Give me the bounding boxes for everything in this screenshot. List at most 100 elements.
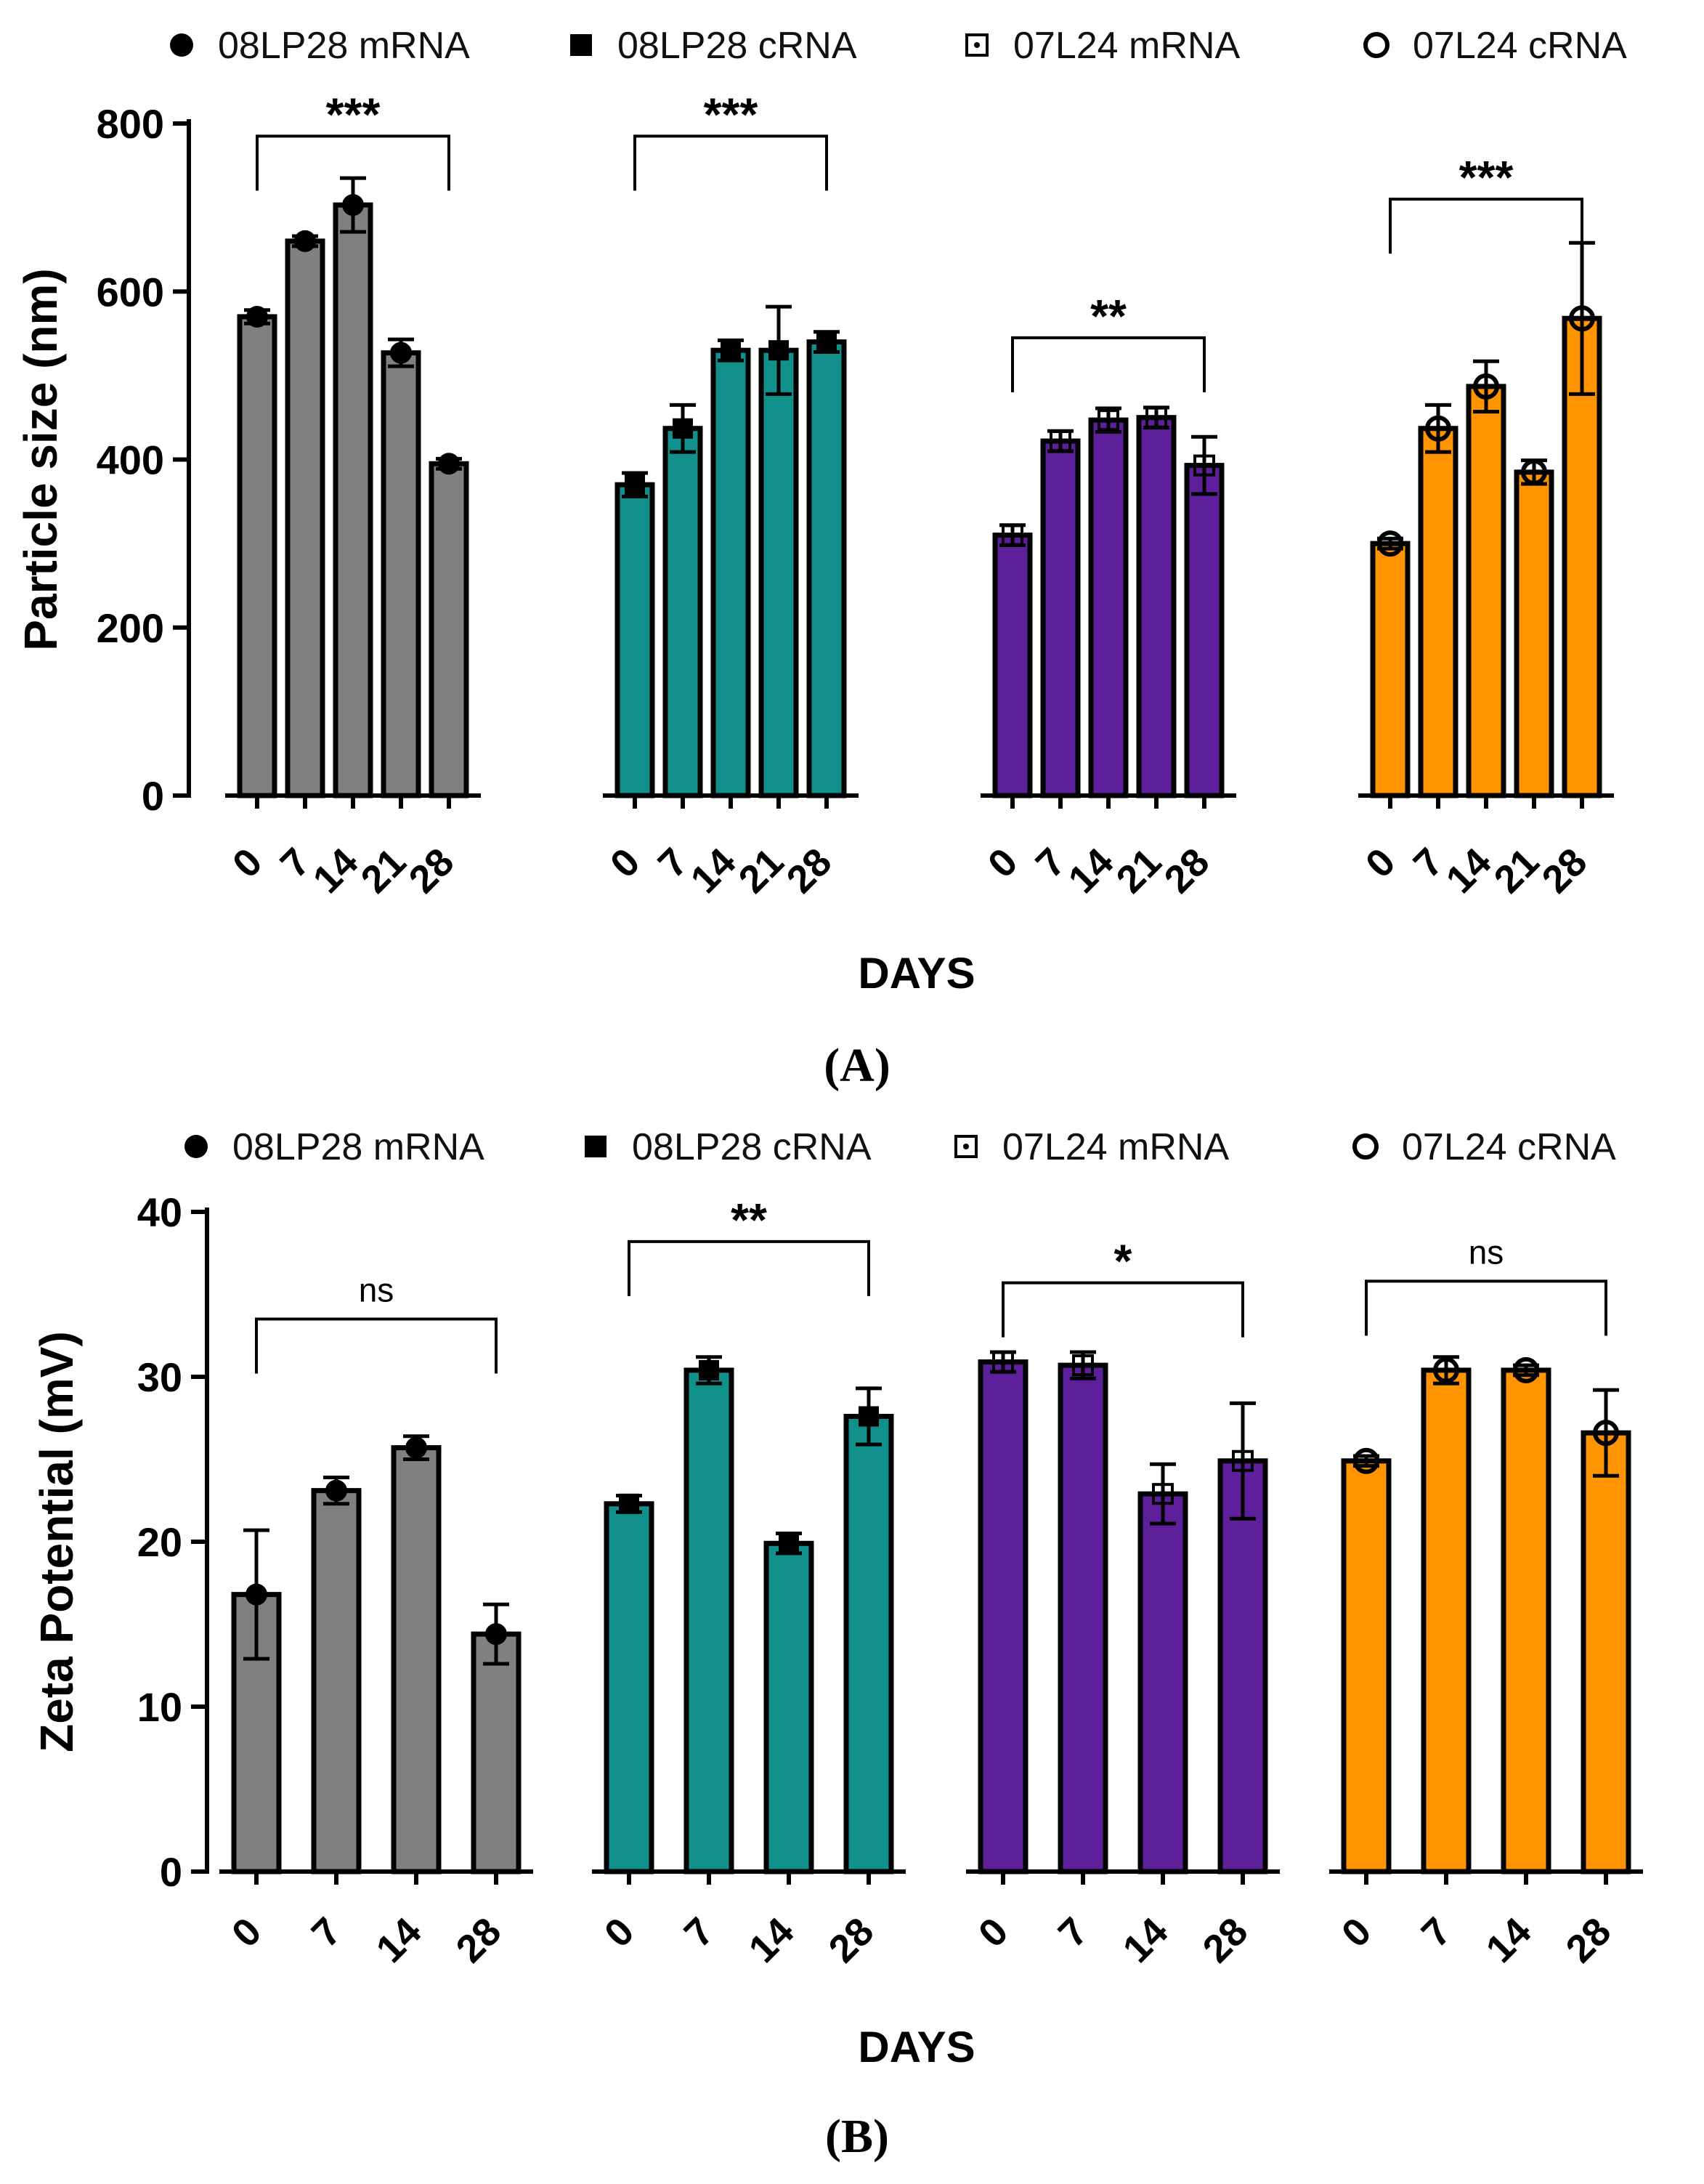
y-tick-label: 200: [97, 605, 164, 651]
data-point: [1425, 415, 1451, 442]
significance-bracket: [255, 1317, 498, 1374]
data-point: [1002, 524, 1023, 546]
y-tick-label: 0: [142, 773, 164, 819]
bar: [763, 1540, 814, 1874]
x-tick-label: 28: [821, 1909, 883, 1971]
data-point: [1521, 458, 1547, 485]
x-tick-label: 7: [1413, 1909, 1460, 1956]
x-tick-label: 28: [401, 840, 463, 902]
legend-marker-filled-square: [570, 34, 592, 56]
data-point-dot: [1160, 1491, 1166, 1497]
significance-bracket: [1365, 1279, 1607, 1336]
data-point-dot: [1153, 414, 1159, 421]
x-tick-label: 14: [1478, 1909, 1540, 1971]
legend-marker-dot: [974, 42, 980, 48]
x-tick-label: 0: [1358, 840, 1404, 886]
x-axis-label: DAYS: [858, 949, 975, 998]
data-point: [673, 418, 693, 439]
x-tick-label: 28: [1534, 840, 1596, 902]
bar: [758, 347, 799, 798]
x-tick-label: 0: [1334, 1909, 1380, 1956]
legend-entry: 07L24 mRNA: [954, 1126, 1229, 1168]
data-point: [859, 1406, 879, 1427]
x-tick-label: 14: [368, 1909, 430, 1971]
bar: [1501, 1367, 1551, 1874]
chart-a: 08LP28 mRNA 08LP28 cRNA 07L24 mRNA 07L24 cR…: [15, 25, 1627, 1092]
y-tick-label: 40: [137, 1189, 182, 1235]
data-point: [625, 474, 645, 496]
panel-label: (A): [824, 1039, 890, 1092]
bar: [391, 1445, 442, 1874]
legend-label: 08LP28 mRNA: [232, 1126, 484, 1168]
data-point: [1569, 305, 1595, 332]
bar: [1466, 384, 1506, 798]
y-tick-label: 10: [137, 1684, 182, 1730]
data-point: [325, 1479, 347, 1502]
data-point: [1152, 1483, 1174, 1505]
legend-marker-open-circle: [1352, 1133, 1379, 1160]
bar: [604, 1501, 654, 1874]
bar: [806, 339, 847, 798]
data-point: [1473, 373, 1499, 400]
legend-entry: 08LP28 cRNA: [585, 1126, 872, 1168]
data-point-dot: [1240, 1457, 1246, 1464]
legend-label: 08LP28 cRNA: [617, 25, 857, 67]
data-point-dot: [1201, 462, 1207, 469]
bar: [1341, 1458, 1392, 1874]
significance-label: ***: [326, 88, 381, 140]
legend-marker-open-circle: [1363, 32, 1389, 58]
data-point: [992, 1351, 1014, 1373]
data-point-dot: [1105, 417, 1111, 424]
data-point: [699, 1359, 719, 1380]
x-tick-label: 28: [779, 840, 840, 902]
data-point: [1193, 454, 1215, 477]
bar: [710, 347, 751, 798]
data-point: [246, 1583, 267, 1606]
data-point: [1353, 1447, 1379, 1474]
significance-bracket: [628, 1239, 870, 1296]
data-point: [1593, 1420, 1619, 1447]
data-point: [1072, 1354, 1094, 1377]
bar: [1514, 469, 1554, 798]
significance-bracket: [1011, 336, 1206, 392]
legend-label: 07L24 cRNA: [1413, 25, 1627, 67]
bar: [1184, 463, 1225, 798]
significance-bracket: [633, 134, 828, 191]
legend-entry: 07L24 cRNA: [1363, 25, 1627, 67]
x-tick-label: 0: [224, 840, 271, 886]
data-point: [246, 305, 268, 328]
bar: [1581, 1430, 1631, 1874]
y-tick-label: 30: [137, 1354, 182, 1400]
x-tick-label: 14: [741, 1909, 803, 1971]
x-tick-label: 28: [1156, 840, 1218, 902]
bar: [471, 1631, 522, 1874]
x-tick-label: 0: [224, 1909, 270, 1956]
data-point-dot: [1000, 1359, 1006, 1365]
bar: [614, 482, 655, 798]
data-point: [721, 340, 741, 361]
legend-marker-filled-circle: [170, 33, 193, 57]
significance-bracket: [256, 134, 450, 191]
bar: [1137, 1491, 1188, 1874]
y-axis-label: Zeta Potential (mV): [31, 1331, 83, 1752]
data-point: [1433, 1356, 1459, 1383]
data-point: [1050, 430, 1071, 453]
bar: [333, 202, 373, 798]
x-axis-label: DAYS: [858, 2023, 975, 2071]
series-group: 0 7 14 28 ns: [1329, 1233, 1643, 1971]
legend-marker-filled-square: [585, 1136, 606, 1157]
bar: [381, 350, 421, 798]
y-tick-label: 20: [137, 1519, 182, 1565]
legend-entry: 07L24 mRNA: [965, 25, 1240, 67]
data-point: [1232, 1449, 1254, 1472]
data-point: [405, 1436, 427, 1459]
legend-entry: 07L24 cRNA: [1352, 1126, 1616, 1168]
bar: [978, 1359, 1029, 1874]
y-axis-label: Particle size (nm): [15, 268, 67, 650]
x-tick-label: 28: [448, 1909, 510, 1971]
legend-marker-dotted-square: [954, 1135, 978, 1158]
